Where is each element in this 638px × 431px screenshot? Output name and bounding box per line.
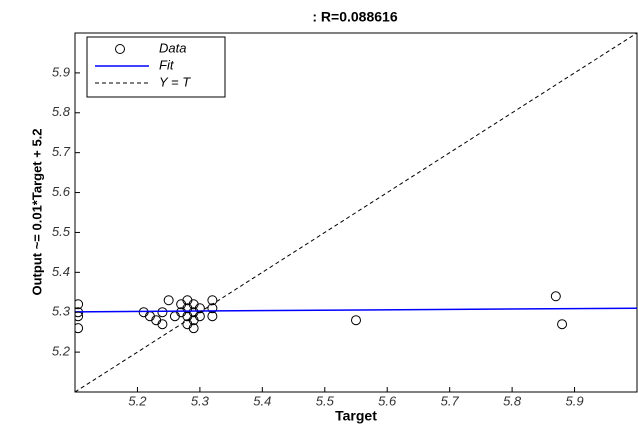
y-tick-label: 5.5 bbox=[52, 224, 71, 239]
legend-label: Y = T bbox=[159, 74, 191, 89]
x-axis-label: Target bbox=[335, 408, 377, 424]
chart: : R=0.088616 Target Output ~= 0.01*Targe… bbox=[0, 0, 638, 426]
y-tick-label: 5.2 bbox=[52, 344, 71, 359]
x-tick-label: 5.9 bbox=[566, 393, 584, 408]
x-tick-label: 5.5 bbox=[316, 393, 335, 408]
legend-box bbox=[87, 37, 225, 97]
y-tick-label: 5.6 bbox=[52, 184, 71, 199]
chart-title: : R=0.088616 bbox=[312, 9, 397, 25]
x-tick-label: 5.8 bbox=[503, 393, 522, 408]
legend-label: Data bbox=[159, 40, 186, 55]
x-tick-label: 5.2 bbox=[128, 393, 147, 408]
y-tick-label: 5.3 bbox=[52, 304, 71, 319]
y-axis-label: Output ~= 0.01*Target + 5.2 bbox=[29, 128, 44, 295]
legend-label: Fit bbox=[159, 57, 175, 72]
x-tick-label: 5.4 bbox=[253, 393, 271, 408]
y-tick-label: 5.8 bbox=[52, 104, 71, 119]
y-tick-label: 5.9 bbox=[52, 64, 70, 79]
y-tick-label: 5.7 bbox=[52, 144, 71, 159]
x-tick-label: 5.7 bbox=[441, 393, 460, 408]
x-tick-label: 5.6 bbox=[378, 393, 397, 408]
y-tick-label: 5.4 bbox=[52, 264, 70, 279]
x-tick-label: 5.3 bbox=[191, 393, 210, 408]
